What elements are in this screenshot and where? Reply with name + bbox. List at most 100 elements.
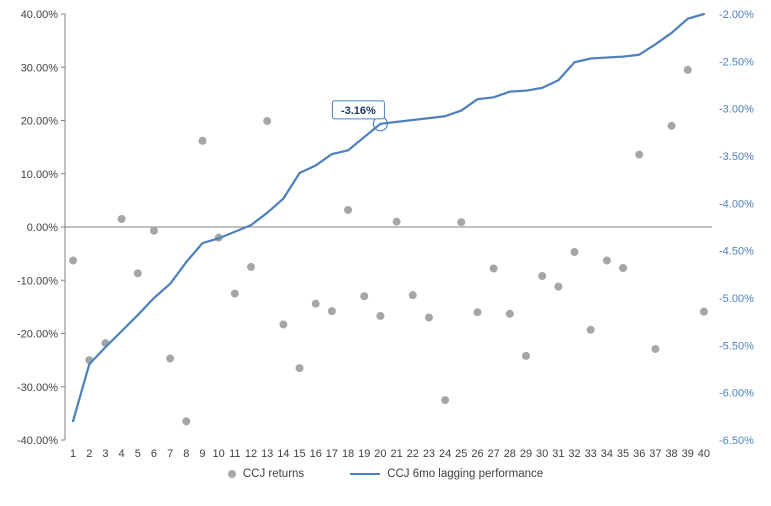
- scatter-point[interactable]: [392, 217, 401, 226]
- x-tick-label: 19: [358, 448, 370, 460]
- scatter-point[interactable]: [554, 282, 563, 291]
- scatter-point[interactable]: [149, 226, 158, 235]
- scatter-point[interactable]: [376, 311, 385, 320]
- scatter-point[interactable]: [635, 150, 644, 159]
- scatter-point[interactable]: [311, 299, 320, 308]
- x-tick-label: 31: [552, 448, 564, 460]
- x-tick-label: 21: [390, 448, 402, 460]
- x-tick-label: 11: [229, 448, 240, 460]
- x-tick-label: 38: [665, 448, 677, 460]
- axes: [64, 14, 712, 440]
- left-tick-label: -40.00%: [17, 435, 58, 447]
- scatter-point[interactable]: [505, 309, 514, 318]
- x-tick-label: 14: [277, 448, 289, 460]
- x-tick-label: 25: [455, 448, 467, 460]
- scatter-point[interactable]: [473, 308, 482, 317]
- right-tick-label: -3.50%: [719, 151, 754, 163]
- left-tick-label: -10.00%: [17, 275, 58, 287]
- scatter-point[interactable]: [117, 215, 126, 224]
- legend-item-lagging-performance[interactable]: CCJ 6mo lagging performance: [350, 468, 543, 480]
- left-tick-label: -30.00%: [17, 382, 58, 394]
- x-tick-label: 17: [326, 448, 338, 460]
- scatter-point[interactable]: [247, 262, 256, 271]
- scatter-point[interactable]: [344, 205, 353, 214]
- x-tick-label: 36: [633, 448, 645, 460]
- scatter-point[interactable]: [295, 364, 304, 373]
- legend-label-lagging-performance: CCJ 6mo lagging performance: [387, 468, 544, 480]
- x-tick-label: 2: [86, 448, 92, 460]
- x-tick-label: 1: [70, 448, 76, 460]
- right-tick-label: -2.50%: [719, 56, 754, 68]
- scatter-point[interactable]: [408, 291, 417, 300]
- scatter-point[interactable]: [667, 121, 676, 130]
- x-tick-label: 12: [245, 448, 257, 460]
- legend-item-ccj-returns[interactable]: CCJ returns: [227, 468, 304, 480]
- scatter-point[interactable]: [327, 307, 336, 316]
- scatter-point[interactable]: [69, 256, 78, 265]
- right-tick-label: -2.00%: [719, 9, 754, 21]
- x-tick-label: 35: [617, 448, 629, 460]
- left-tick-label: 40.00%: [21, 9, 59, 21]
- legend: CCJ returns CCJ 6mo lagging performance: [0, 468, 771, 480]
- x-tick-label: 30: [536, 448, 548, 460]
- scatter-point[interactable]: [360, 292, 369, 301]
- left-axis-ticks: 40.00% 30.00% 20.00% 10.00% 0.00% -10.00% -20.…: [17, 9, 65, 447]
- left-tick-label: 20.00%: [21, 116, 59, 128]
- right-tick-label: -5.50%: [719, 340, 754, 352]
- right-tick-label: -4.00%: [719, 198, 754, 210]
- series-ccj-returns[interactable]: [69, 65, 708, 426]
- x-tick-label: 5: [135, 448, 141, 460]
- scatter-marker-icon: [227, 470, 236, 478]
- x-tick-label: 29: [520, 448, 532, 460]
- right-tick-label: -6.00%: [719, 388, 754, 400]
- scatter-point[interactable]: [441, 396, 450, 405]
- x-tick-label: 3: [102, 448, 108, 460]
- line-marker-icon: [350, 473, 381, 475]
- x-tick-label: 40: [698, 448, 710, 460]
- scatter-point[interactable]: [230, 289, 239, 298]
- scatter-point[interactable]: [133, 269, 142, 278]
- left-tick-label: 0.00%: [27, 222, 58, 234]
- scatter-point[interactable]: [457, 218, 466, 227]
- series-lagging-performance-line[interactable]: [71, 12, 706, 423]
- scatter-point[interactable]: [538, 271, 547, 280]
- annotation-label: -3.16%: [341, 105, 376, 117]
- right-axis-ticks: -2.00% -2.50% -3.00% -3.50% -4.00% -4.50% -5.0…: [719, 9, 754, 447]
- x-tick-label: 10: [213, 448, 225, 460]
- x-tick-label: 22: [407, 448, 419, 460]
- x-tick-label: 33: [585, 448, 597, 460]
- scatter-point[interactable]: [602, 256, 611, 265]
- scatter-point[interactable]: [279, 320, 288, 329]
- annotation-box: [331, 100, 385, 120]
- right-tick-label: -5.00%: [719, 293, 754, 305]
- left-tick-label: 30.00%: [21, 62, 59, 74]
- x-tick-label: 34: [601, 448, 613, 460]
- scatter-point[interactable]: [424, 313, 433, 322]
- annotation-3-16: -3.16%: [331, 100, 389, 132]
- right-tick-label: -6.50%: [719, 435, 754, 447]
- scatter-point[interactable]: [489, 264, 498, 273]
- scatter-point[interactable]: [263, 117, 272, 126]
- scatter-point[interactable]: [619, 264, 628, 273]
- x-tick-label: 20: [374, 448, 386, 460]
- x-axis-labels: 1 2 3 4 5 6 7 8 9 10 11 12 13 14 15 16 17 18 19 20 21 22 23 24 2…: [70, 448, 710, 460]
- scatter-point[interactable]: [586, 325, 595, 334]
- x-tick-label: 32: [568, 448, 580, 460]
- x-tick-label: 13: [261, 448, 273, 460]
- scatter-point[interactable]: [651, 344, 660, 353]
- x-tick-label: 23: [423, 448, 435, 460]
- x-tick-label: 6: [151, 448, 157, 460]
- scatter-point[interactable]: [699, 307, 708, 316]
- scatter-point[interactable]: [521, 351, 530, 360]
- x-tick-label: 4: [119, 448, 125, 460]
- x-tick-label: 28: [504, 448, 516, 460]
- scatter-point[interactable]: [570, 248, 579, 257]
- scatter-point[interactable]: [198, 136, 207, 145]
- scatter-point[interactable]: [182, 417, 191, 426]
- x-tick-label: 26: [471, 448, 483, 460]
- x-tick-label: 9: [199, 448, 205, 460]
- scatter-point[interactable]: [683, 65, 692, 74]
- scatter-point[interactable]: [166, 354, 175, 363]
- x-tick-label: 7: [167, 448, 173, 460]
- x-tick-label: 24: [439, 448, 451, 460]
